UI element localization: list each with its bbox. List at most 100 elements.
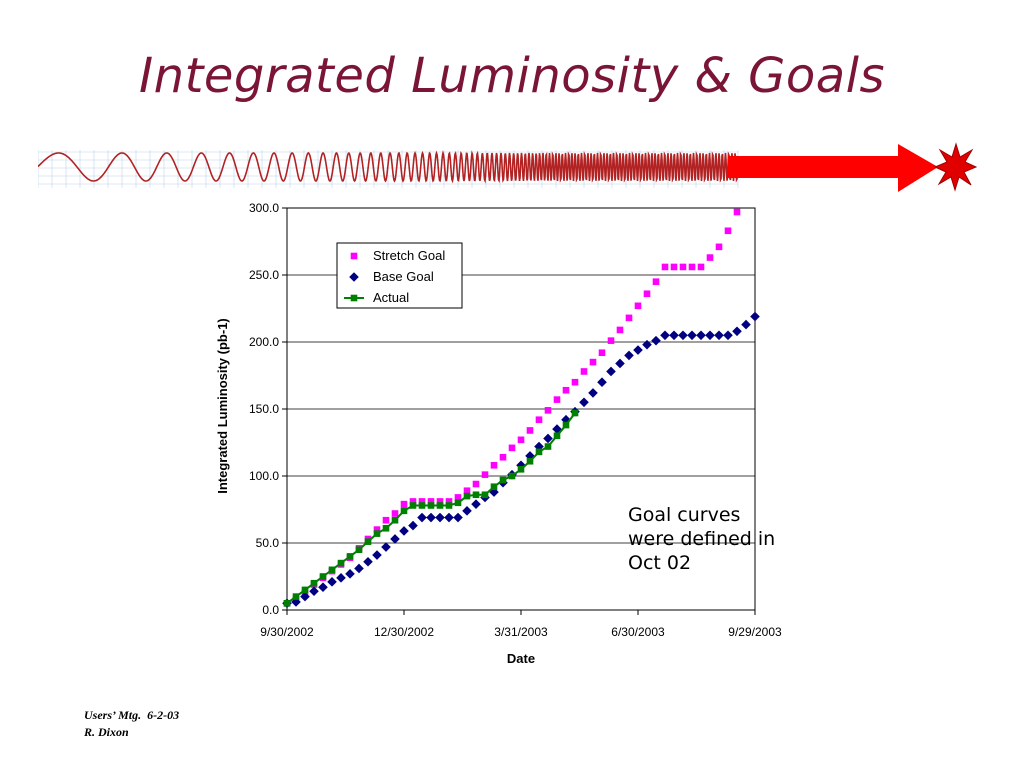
actual-point	[355, 546, 363, 553]
stretch-goal-point	[427, 498, 435, 505]
stretch-goal-point	[544, 407, 552, 414]
base-goal-point	[660, 330, 670, 341]
base-goal-point	[579, 397, 589, 408]
actual-point	[292, 593, 300, 600]
y-tick-label: 250.0	[249, 268, 279, 282]
stretch-goal-point	[679, 263, 687, 271]
stretch-goal-point	[454, 494, 462, 501]
stretch-goal-point	[409, 498, 417, 505]
stretch-goal-point	[688, 263, 696, 271]
actual-point	[373, 530, 381, 537]
actual-point	[283, 600, 291, 607]
base-goal-point	[678, 330, 688, 341]
actual-point	[427, 502, 435, 509]
base-goal-point	[327, 577, 337, 587]
stretch-goal-point	[580, 368, 588, 375]
base-goal-point	[606, 366, 616, 377]
x-tick-label: 12/30/2002	[374, 625, 434, 639]
base-goal-point	[714, 330, 724, 341]
footer-meeting: Users’ Mtg. 6-2-03	[84, 708, 180, 722]
base-goal-point	[363, 556, 373, 567]
stretch-goal-point	[526, 427, 534, 434]
base-goal-point	[354, 563, 364, 574]
base-goal-point	[705, 330, 715, 341]
stretch-goal-point	[418, 498, 426, 505]
base-goal-point	[426, 512, 436, 523]
stretch-goal-point	[589, 358, 597, 366]
stretch-goal-point	[562, 386, 570, 394]
slide-title: Integrated Luminosity & Goals	[138, 48, 885, 104]
y-tick-label: 50.0	[256, 536, 280, 550]
x-tick-label: 6/30/2003	[611, 625, 665, 639]
stretch-goal-point	[382, 516, 390, 524]
accelerating-wave-arrow-icon	[38, 142, 978, 192]
actual-point	[337, 559, 345, 567]
stretch-goal-point	[400, 500, 408, 508]
stretch-goal-point	[481, 471, 489, 478]
base-goal-point	[696, 330, 706, 341]
stretch-goal-point	[490, 461, 498, 469]
legend-label-actual: Actual	[373, 290, 409, 305]
base-goal-point	[453, 512, 463, 523]
base-goal-point	[588, 388, 598, 398]
stretch-goal-point	[472, 480, 480, 488]
base-goal-point	[390, 534, 400, 544]
base-goal-point	[471, 499, 481, 509]
base-goal-point	[381, 542, 391, 552]
base-goal-point	[561, 414, 571, 425]
stretch-goal-point	[643, 290, 651, 298]
legend-label-base-goal: Base Goal	[373, 269, 434, 284]
actual-point	[517, 466, 525, 473]
note-line: Oct 02	[628, 552, 692, 574]
base-goal-point	[651, 335, 661, 346]
stretch-goal-point	[733, 208, 741, 216]
base-goal-point	[543, 433, 553, 444]
y-tick-label: 200.0	[249, 335, 279, 349]
base-goal-point	[408, 520, 418, 531]
legend-marker-actual	[350, 294, 358, 302]
note-line: Goal curves	[628, 504, 741, 526]
base-goal-point	[399, 526, 409, 536]
x-tick-label: 9/29/2003	[728, 625, 782, 639]
stretch-goal-point	[508, 444, 516, 452]
x-tick-label: 9/30/2002	[260, 625, 314, 639]
actual-point	[508, 472, 516, 480]
y-tick-label: 100.0	[249, 469, 279, 483]
base-goal-point	[615, 358, 625, 369]
actual-point	[526, 457, 534, 465]
base-goal-point	[417, 512, 427, 523]
base-goal-point	[534, 441, 544, 452]
footer-author: R. Dixon	[84, 725, 129, 739]
stretch-goal-point	[607, 337, 615, 344]
base-goal-point	[372, 550, 382, 560]
actual-point	[535, 448, 543, 456]
base-goal-point	[741, 319, 751, 330]
actual-point	[445, 502, 453, 509]
actual-point	[472, 491, 480, 499]
stretch-goal-point	[706, 254, 714, 261]
actual-point	[346, 553, 354, 560]
stretch-goal-point	[517, 436, 525, 444]
stretch-goal-point	[463, 487, 471, 495]
base-goal-point	[642, 339, 652, 350]
stretch-goal-point	[391, 510, 399, 517]
stretch-goal-point	[373, 526, 381, 533]
stretch-goal-point	[571, 378, 579, 386]
base-goal-point	[597, 377, 607, 387]
actual-point	[400, 507, 408, 515]
stretch-goal-point	[616, 326, 624, 334]
actual-point	[490, 483, 498, 491]
base-goal-point	[300, 591, 310, 602]
stretch-goal-point	[499, 453, 507, 461]
stretch-goal-point	[715, 243, 723, 251]
actual-point	[409, 502, 417, 509]
goal-definition-note: Goal curves were defined in Oct 02	[628, 503, 818, 575]
stretch-goal-point	[553, 396, 561, 403]
stretch-goal-point	[625, 314, 633, 322]
slide-footer: Users’ Mtg. 6-2-03 R. Dixon	[84, 707, 179, 741]
base-goal-point	[336, 573, 346, 583]
stretch-goal-point	[598, 349, 606, 357]
actual-point	[391, 516, 399, 524]
base-goal-point	[444, 512, 454, 523]
base-goal-point	[309, 586, 319, 597]
